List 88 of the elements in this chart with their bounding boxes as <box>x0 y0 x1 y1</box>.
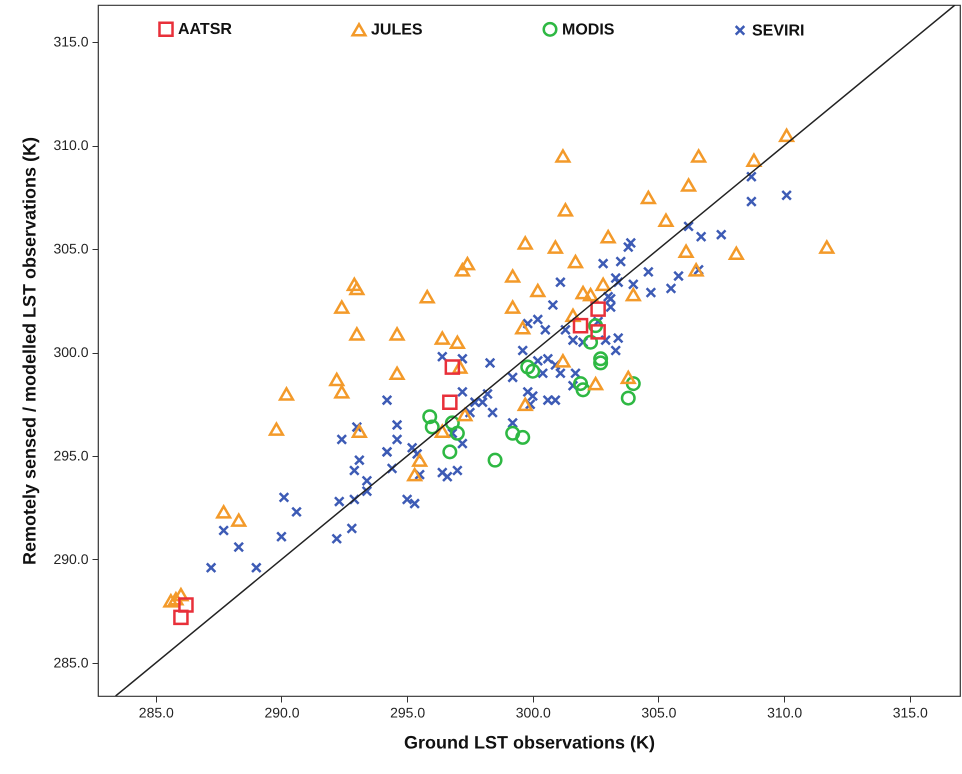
point <box>595 278 611 292</box>
point <box>163 594 179 608</box>
point <box>457 408 473 422</box>
point <box>518 236 533 250</box>
point <box>442 444 458 460</box>
point <box>680 178 696 192</box>
x-tick-label: 315.0 <box>892 704 928 720</box>
point <box>575 286 591 300</box>
point <box>515 430 530 445</box>
point <box>178 597 194 613</box>
point <box>505 269 520 283</box>
point <box>454 263 470 277</box>
point <box>505 426 520 441</box>
point <box>573 376 588 392</box>
point <box>389 366 405 380</box>
point <box>349 282 364 296</box>
point <box>593 351 608 366</box>
x-tick-label: 295.0 <box>390 704 426 720</box>
point <box>460 256 476 270</box>
x-tick-label: 305.0 <box>641 704 677 720</box>
legend-label: AATSR <box>178 21 232 38</box>
point <box>216 505 232 519</box>
point <box>278 387 294 401</box>
point <box>530 284 546 298</box>
legend-label: MODIS <box>562 21 615 38</box>
point <box>231 513 246 527</box>
point <box>819 240 834 254</box>
y-tick-label: 305.0 <box>53 240 89 257</box>
point <box>600 230 616 244</box>
point <box>568 254 584 268</box>
point <box>334 385 350 399</box>
point <box>640 190 656 204</box>
point <box>746 153 762 167</box>
point <box>658 213 674 227</box>
point <box>515 320 530 335</box>
legend-label: JULES <box>371 22 423 39</box>
y-tick-label: 285.0 <box>53 654 89 670</box>
point <box>520 360 536 375</box>
point <box>488 452 503 468</box>
point <box>349 327 364 341</box>
point <box>688 263 704 277</box>
point <box>389 327 405 341</box>
point <box>268 422 284 436</box>
point <box>678 244 694 258</box>
y-tick-label: 310.0 <box>53 137 89 154</box>
y-tick-label: 300.0 <box>53 344 89 360</box>
point <box>412 453 428 467</box>
point <box>173 610 189 626</box>
point <box>582 288 598 302</box>
y-axis-title: Remotely sensed / modelled LST observations (K) <box>19 136 40 566</box>
point <box>558 203 574 217</box>
x-tick-label: 300.0 <box>516 704 551 720</box>
point <box>548 240 564 254</box>
point <box>728 246 744 260</box>
point <box>690 149 706 163</box>
point <box>505 300 520 314</box>
point <box>450 426 465 441</box>
x-axis-title: Ground LST observations (K) <box>404 732 656 752</box>
point <box>352 424 368 438</box>
x-tick-label: 310.0 <box>767 704 802 720</box>
point <box>434 331 450 345</box>
point <box>442 394 458 410</box>
point <box>590 324 606 340</box>
point <box>346 278 362 292</box>
point <box>525 364 540 379</box>
point <box>329 372 344 386</box>
point <box>450 335 466 350</box>
point <box>444 359 460 375</box>
point <box>572 318 588 334</box>
y-tick-label: 295.0 <box>53 448 89 464</box>
point <box>420 290 435 304</box>
point <box>620 370 636 384</box>
point <box>593 355 608 370</box>
point <box>334 300 350 314</box>
point <box>588 376 604 390</box>
y-tick-label: 290.0 <box>53 550 89 567</box>
point <box>620 390 636 406</box>
x-tick-label: 285.0 <box>138 704 174 720</box>
point <box>626 288 641 302</box>
legend-label: SEVIRI <box>752 22 804 40</box>
point <box>407 468 422 482</box>
point <box>778 128 794 142</box>
point <box>555 149 571 163</box>
point <box>555 354 571 368</box>
y-tick-label: 315.0 <box>53 34 89 50</box>
point <box>518 398 533 412</box>
point <box>422 409 438 424</box>
x-tick-label: 290.0 <box>264 704 300 720</box>
